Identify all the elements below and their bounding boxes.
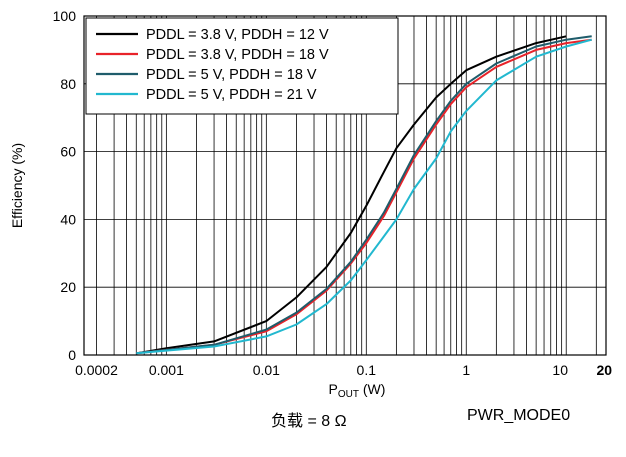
legend-label-4: PDDL = 5 V, PDDH = 21 V	[146, 87, 317, 103]
x-tick-label: 0.1	[357, 362, 377, 378]
x-tick-label: 10	[552, 362, 568, 378]
legend-label-1: PDDL = 3.8 V, PDDH = 12 V	[146, 27, 329, 43]
load-label: 负载 = 8 Ω	[271, 413, 347, 430]
series-line-3	[136, 35, 592, 355]
x-axis-title: POUT (W)	[329, 381, 386, 400]
x-tick-label: 1	[462, 362, 470, 378]
series-line-4	[136, 38, 592, 355]
y-tick-label: 0	[68, 347, 76, 363]
y-tick-label: 60	[60, 144, 76, 160]
y-axis-title: Efficiency (%)	[9, 143, 25, 228]
legend-label-2: PDDL = 3.8 V, PDDH = 18 V	[146, 47, 329, 63]
series-line-1	[136, 35, 567, 355]
x-tick-label: 0.01	[253, 362, 280, 378]
chart-svg: 0 20 40 60 80 100 0.0002 0.001 0.01 0.1 1 10 20 Effic…	[9, 8, 613, 400]
y-tick-label: 20	[60, 279, 76, 295]
x-tick-label: 20	[597, 362, 613, 378]
mode-label: PWR_MODE0	[467, 407, 571, 424]
y-tick-label: 80	[60, 76, 76, 92]
plot-frame	[83, 15, 607, 356]
series-line-2	[136, 38, 592, 355]
y-tick-label: 100	[53, 8, 77, 24]
x-tick-label: 0.0002	[75, 362, 118, 378]
y-tick-label: 40	[60, 211, 76, 227]
x-tick-label: 0.001	[149, 362, 184, 378]
legend-label-3: PDDL = 5 V, PDDH = 18 V	[146, 67, 317, 83]
